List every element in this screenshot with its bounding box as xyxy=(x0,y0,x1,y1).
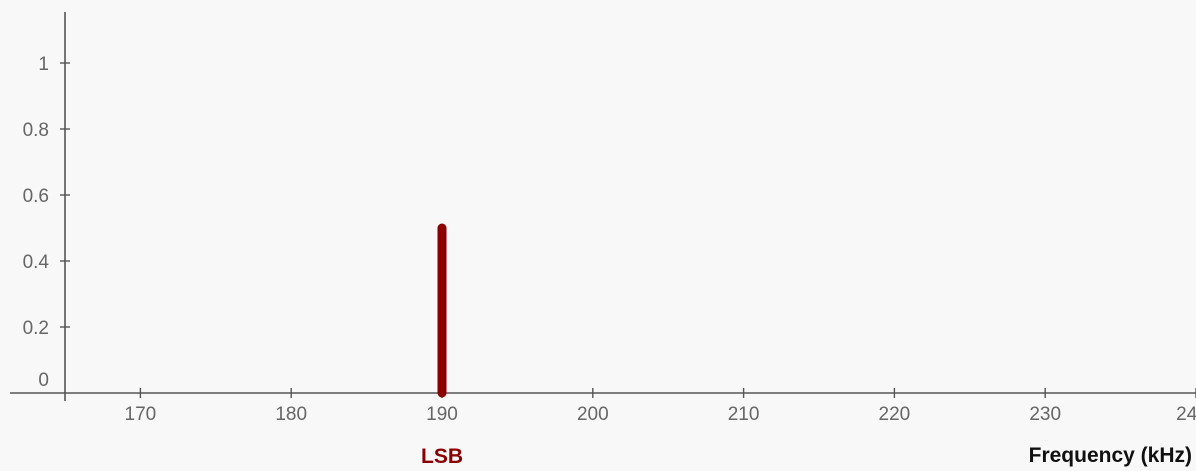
y-tick-label-0: 0 xyxy=(38,370,49,391)
x-tick-label-230: 230 xyxy=(1029,404,1061,425)
x-tick-label-210: 210 xyxy=(728,404,760,425)
x-axis: 170 180 190 200 210 220 230 240 xyxy=(10,388,1196,425)
lsb-annotation: LSB xyxy=(421,445,463,468)
x-tick-label-190: 190 xyxy=(426,404,458,425)
x-tick-label-220: 220 xyxy=(879,404,911,425)
y-tick-label-0-6: 0.6 xyxy=(23,186,49,207)
x-tick-label-170: 170 xyxy=(125,404,157,425)
x-tick-label-180: 180 xyxy=(275,404,307,425)
y-tick-label-1: 1 xyxy=(38,54,49,75)
y-axis: 0 0.2 0.4 0.6 0.8 1 xyxy=(23,12,70,401)
x-axis-title: Frequency (kHz) xyxy=(1029,444,1192,467)
y-tick-label-0-4: 0.4 xyxy=(23,252,50,273)
x-tick-label-200: 200 xyxy=(577,404,609,425)
y-tick-label-0-2: 0.2 xyxy=(23,318,49,339)
x-tick-label-240: 240 xyxy=(1176,404,1196,425)
y-tick-marks xyxy=(60,62,70,328)
y-tick-label-0-8: 0.8 xyxy=(23,120,49,141)
x-tick-labels: 170 180 190 200 210 220 230 240 xyxy=(125,404,1196,425)
y-tick-labels: 0 0.2 0.4 0.6 0.8 1 xyxy=(23,54,50,391)
